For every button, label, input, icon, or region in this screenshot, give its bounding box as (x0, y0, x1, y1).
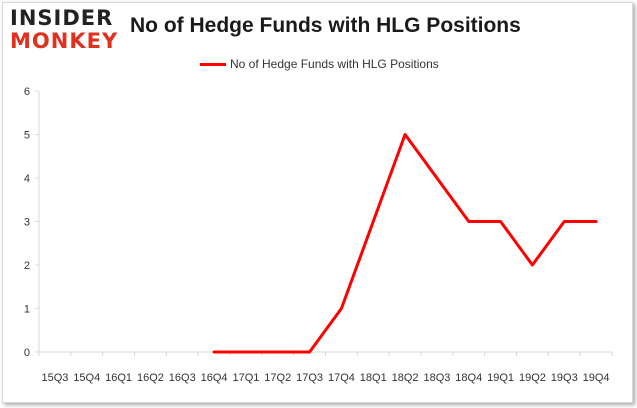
data-point (244, 350, 248, 354)
x-tick-label: 18Q2 (392, 372, 419, 384)
x-tick-label: 19Q3 (551, 372, 578, 384)
legend-label: No of Hedge Funds with HLG Positions (230, 57, 439, 71)
data-point (372, 220, 375, 223)
y-tick-label: 2 (24, 260, 30, 272)
y-tick-label: 5 (24, 130, 30, 142)
x-tick-label: 16Q2 (137, 372, 164, 384)
data-point (499, 220, 502, 223)
x-tick-label: 17Q3 (296, 372, 323, 384)
logo-line1: INSIDER (10, 6, 114, 30)
chart-title: No of Hedge Funds with HLG Positions (130, 14, 521, 37)
data-point (435, 176, 439, 180)
x-tick-label: 19Q1 (487, 372, 514, 384)
x-tick-label: 16Q3 (169, 372, 196, 384)
legend-swatch (200, 62, 226, 66)
x-tick-label: 17Q4 (328, 372, 355, 384)
data-point (563, 220, 566, 223)
y-tick-label: 1 (24, 304, 30, 316)
data-point (276, 350, 279, 354)
x-tick-label: 16Q1 (105, 372, 132, 384)
data-point (212, 350, 216, 354)
y-tick-label: 6 (24, 86, 30, 98)
chart-frame (2, 2, 633, 403)
logo-line2: MONKEY (10, 29, 119, 53)
data-point (403, 133, 407, 136)
insider-monkey-logo: INSIDER MONKEY (10, 8, 118, 52)
x-tick-label: 15Q4 (73, 372, 100, 384)
series-line (212, 133, 598, 354)
x-tick-label: 17Q1 (232, 372, 259, 384)
y-tick-label: 0 (24, 347, 30, 359)
chart-legend: No of Hedge Funds with HLG Positions (200, 57, 439, 71)
x-tick-label: 19Q2 (519, 372, 546, 384)
data-point (467, 220, 470, 223)
data-point (531, 263, 534, 267)
x-tick-label: 15Q3 (41, 372, 68, 384)
y-tick-label: 3 (24, 217, 30, 229)
x-tick-label: 16Q4 (201, 372, 228, 384)
x-tick-label: 19Q4 (583, 372, 610, 384)
data-point (308, 350, 311, 354)
x-tick-label: 18Q1 (360, 372, 387, 384)
data-point (340, 307, 343, 310)
y-tick-label: 4 (24, 173, 30, 185)
x-tick-label: 18Q3 (423, 372, 450, 384)
data-point (594, 220, 598, 223)
x-tick-label: 18Q4 (455, 372, 482, 384)
x-tick-label: 17Q2 (264, 372, 291, 384)
